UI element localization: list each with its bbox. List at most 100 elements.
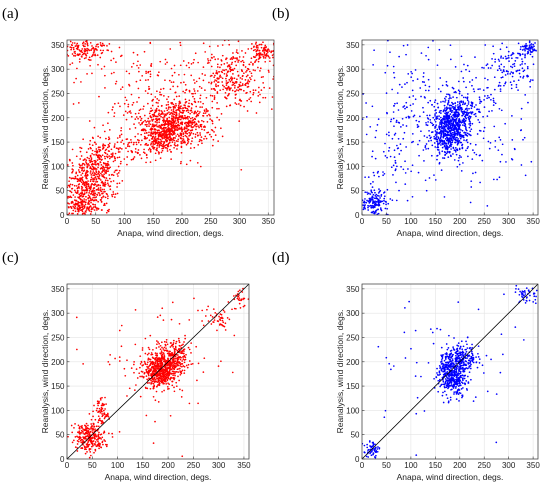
data-point bbox=[199, 138, 201, 141]
data-point bbox=[116, 192, 119, 195]
data-point bbox=[388, 131, 390, 134]
data-point bbox=[192, 119, 195, 121]
data-point bbox=[221, 54, 224, 57]
data-point bbox=[202, 120, 205, 123]
data-point bbox=[98, 417, 101, 420]
data-point bbox=[198, 126, 200, 129]
data-point bbox=[78, 193, 81, 196]
data-point bbox=[80, 429, 83, 432]
data-point bbox=[82, 200, 84, 203]
data-point bbox=[133, 141, 135, 144]
data-point bbox=[260, 54, 262, 56]
data-point bbox=[112, 191, 115, 193]
data-point bbox=[85, 54, 87, 56]
data-point bbox=[398, 189, 400, 192]
data-point bbox=[88, 413, 91, 415]
data-point bbox=[145, 161, 147, 164]
data-point bbox=[83, 167, 85, 169]
data-point bbox=[90, 157, 93, 159]
data-point bbox=[85, 49, 87, 52]
data-point bbox=[157, 376, 160, 379]
y-tick-label: 50 bbox=[56, 187, 65, 196]
data-point bbox=[424, 145, 427, 147]
data-point bbox=[368, 197, 371, 200]
data-point bbox=[454, 105, 457, 107]
data-point bbox=[459, 131, 461, 134]
data-point bbox=[458, 92, 461, 95]
data-point bbox=[125, 118, 128, 121]
data-point bbox=[422, 111, 425, 113]
data-point bbox=[218, 70, 220, 73]
data-point bbox=[195, 128, 197, 131]
data-point bbox=[128, 387, 131, 390]
data-point bbox=[524, 48, 527, 50]
data-point bbox=[151, 380, 154, 383]
data-point bbox=[172, 138, 174, 141]
data-point bbox=[81, 206, 83, 208]
data-point bbox=[101, 42, 104, 45]
data-point bbox=[144, 90, 147, 92]
data-point bbox=[169, 88, 172, 91]
data-point bbox=[72, 46, 75, 49]
data-point bbox=[145, 70, 147, 73]
data-point bbox=[395, 181, 397, 184]
data-point bbox=[69, 63, 71, 66]
data-point bbox=[67, 197, 69, 199]
data-point bbox=[442, 157, 444, 159]
data-point bbox=[524, 53, 526, 56]
data-point bbox=[501, 71, 504, 74]
data-point bbox=[507, 50, 510, 53]
data-point bbox=[97, 146, 100, 149]
data-point bbox=[177, 106, 180, 109]
data-point bbox=[147, 71, 150, 74]
data-point bbox=[525, 42, 527, 45]
data-point bbox=[86, 434, 89, 437]
data-point bbox=[83, 169, 86, 172]
data-point bbox=[194, 136, 197, 138]
data-point bbox=[140, 157, 143, 160]
data-point bbox=[441, 84, 444, 87]
data-point bbox=[151, 137, 154, 139]
data-point bbox=[506, 57, 508, 60]
data-point bbox=[435, 118, 438, 120]
y-tick-label: 150 bbox=[346, 138, 360, 147]
data-point bbox=[372, 63, 374, 66]
data-point bbox=[100, 166, 103, 169]
data-point bbox=[166, 385, 169, 388]
data-point bbox=[412, 115, 415, 118]
data-point bbox=[518, 52, 521, 55]
data-point bbox=[97, 135, 99, 138]
data-point bbox=[487, 140, 490, 143]
data-point bbox=[95, 185, 98, 188]
data-point bbox=[84, 452, 87, 455]
data-point bbox=[127, 105, 130, 108]
data-point bbox=[104, 144, 107, 147]
data-point bbox=[179, 358, 182, 361]
data-point bbox=[458, 148, 461, 151]
data-point bbox=[382, 171, 384, 173]
data-point bbox=[461, 94, 463, 97]
data-point bbox=[125, 147, 127, 150]
data-point bbox=[78, 427, 81, 430]
data-point bbox=[147, 102, 149, 105]
data-point bbox=[197, 61, 199, 64]
data-point bbox=[85, 189, 87, 192]
data-point bbox=[246, 99, 249, 102]
data-point bbox=[424, 84, 427, 87]
data-point bbox=[464, 108, 467, 111]
data-point bbox=[396, 147, 399, 150]
data-point bbox=[427, 140, 430, 142]
data-point bbox=[87, 180, 89, 182]
data-point bbox=[85, 40, 88, 42]
data-point bbox=[158, 99, 160, 102]
data-point bbox=[152, 382, 155, 385]
data-point bbox=[185, 364, 188, 367]
data-point bbox=[170, 81, 173, 84]
data-point bbox=[91, 152, 94, 155]
data-point bbox=[205, 137, 208, 140]
data-point bbox=[375, 200, 378, 203]
data-point bbox=[93, 209, 96, 211]
data-point bbox=[101, 154, 104, 157]
data-point bbox=[189, 117, 192, 120]
data-point bbox=[74, 175, 77, 178]
